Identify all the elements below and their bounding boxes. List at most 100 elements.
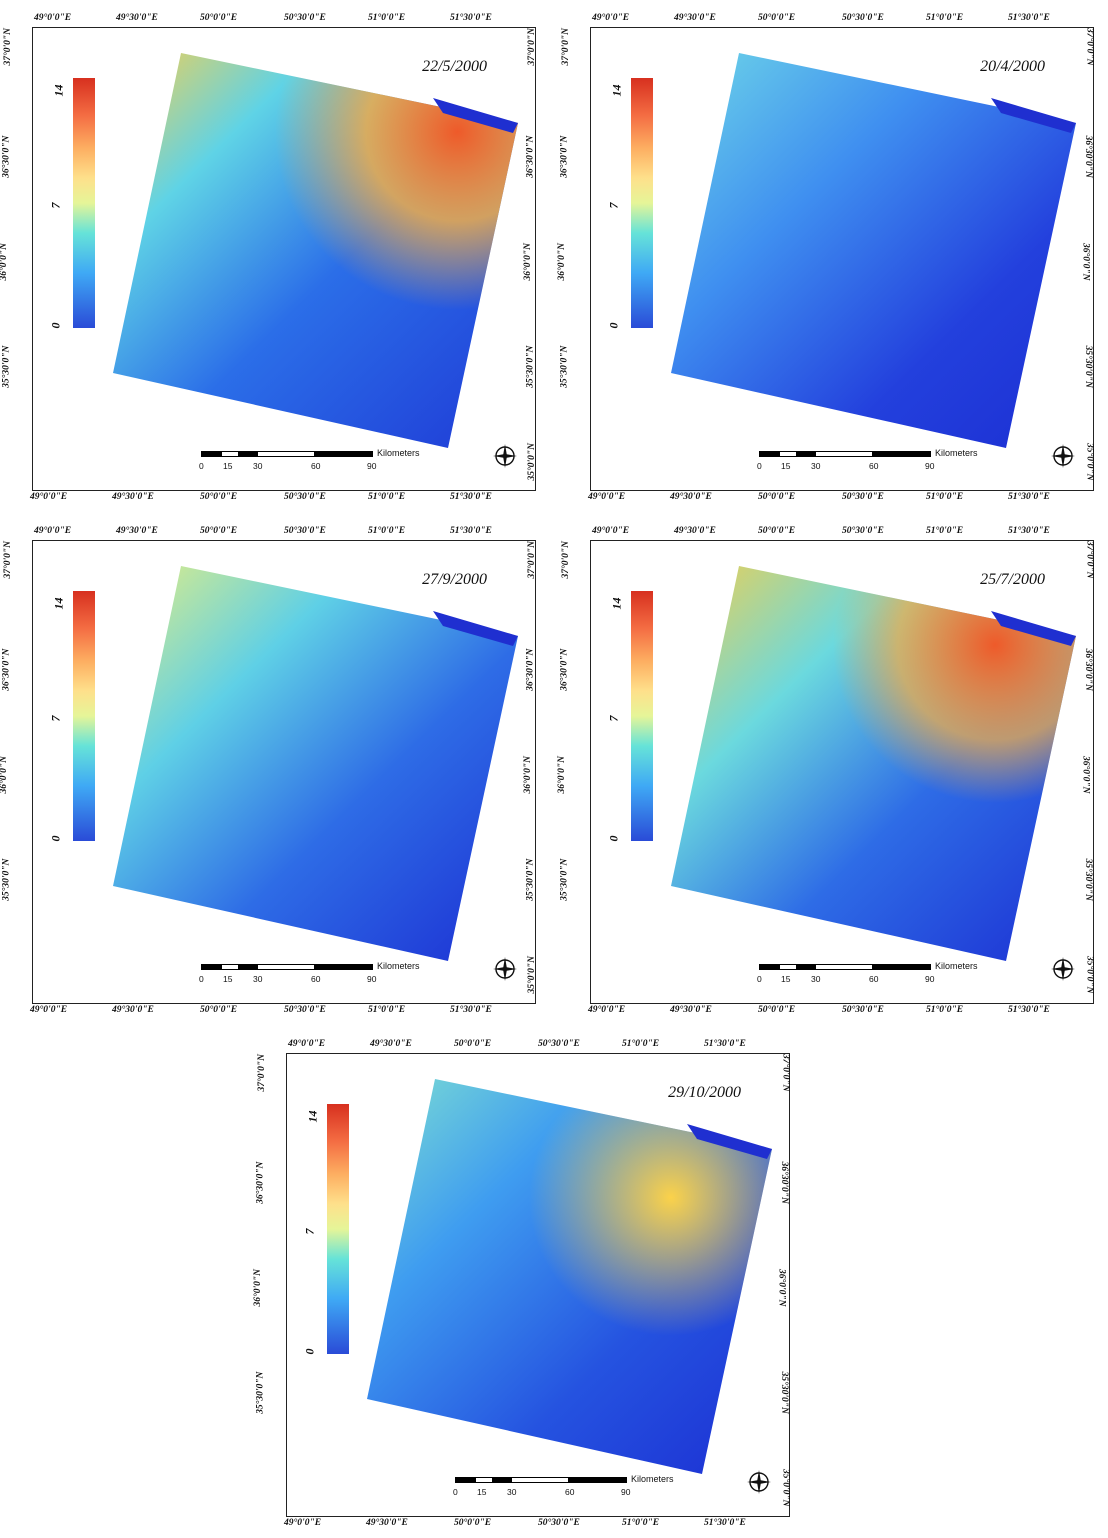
left-tick: 36°30'0"N: [1, 135, 12, 178]
legend-mid: 7: [606, 202, 621, 209]
scale-unit: Kilometers: [935, 961, 978, 971]
right-tick: 35°30'0"N: [1082, 858, 1093, 901]
bottom-tick: 50°0'0"E: [758, 1005, 796, 1015]
top-tick: 51°0'0"E: [368, 13, 406, 23]
bottom-tick: 49°30'0"E: [112, 492, 154, 502]
right-tick: 36°0'0"N: [1080, 242, 1091, 281]
top-tick: 49°30'0"E: [674, 13, 716, 23]
bottom-tick: 50°30'0"E: [538, 1518, 580, 1528]
top-tick: 50°30'0"E: [842, 13, 884, 23]
map-panel-3: 27/9/2000 14 7 0 0 15 30 60 90 Kilometer…: [0, 515, 538, 1014]
right-tick: 35°30'0"N: [525, 345, 536, 388]
bottom-tick: 51°0'0"E: [926, 1005, 964, 1015]
north-arrow-icon: [1051, 444, 1075, 468]
legend-colorbar: [631, 78, 653, 328]
scale-unit: Kilometers: [631, 1474, 674, 1484]
left-tick: 36°0'0"N: [253, 1268, 264, 1307]
legend-min: 0: [48, 322, 63, 329]
map-date: 25/7/2000: [980, 571, 1045, 588]
map-date: 22/5/2000: [422, 58, 487, 75]
map-date: 27/9/2000: [422, 571, 487, 588]
map-frame: 22/5/2000 14 7 0 0 15 30 60 90 Kilometer…: [32, 27, 536, 491]
top-tick: 49°0'0"E: [34, 526, 72, 536]
top-tick: 51°0'0"E: [368, 526, 406, 536]
right-tick: 35°30'0"N: [1082, 345, 1093, 388]
bottom-tick: 50°0'0"E: [200, 492, 238, 502]
right-tick: 36°30'0"N: [778, 1161, 789, 1204]
scale-tick: 15: [781, 974, 791, 984]
top-tick: 51°30'0"E: [450, 526, 492, 536]
legend-min: 0: [606, 322, 621, 329]
bottom-tick: 50°0'0"E: [758, 492, 796, 502]
bottom-tick: 50°0'0"E: [454, 1518, 492, 1528]
top-tick: 50°30'0"E: [538, 1039, 580, 1049]
scale-tick: 30: [253, 974, 263, 984]
bottom-tick: 49°30'0"E: [670, 492, 712, 502]
top-tick: 49°30'0"E: [370, 1039, 412, 1049]
right-tick: 36°0'0"N: [776, 1268, 787, 1307]
top-tick: 50°0'0"E: [758, 13, 796, 23]
top-tick: 49°0'0"E: [592, 13, 630, 23]
right-tick: 36°30'0"N: [525, 648, 536, 691]
heatmap-image: [671, 566, 1076, 961]
scale-tick: 30: [811, 974, 821, 984]
north-arrow-icon: [747, 1470, 771, 1494]
bottom-tick: 50°30'0"E: [842, 492, 884, 502]
map-panel-5: 29/10/2000 14 7 0 0 15 30 60 90 Kilomete…: [253, 1028, 791, 1527]
left-tick: 36°0'0"N: [0, 755, 10, 794]
scale-unit: Kilometers: [935, 448, 978, 458]
top-tick: 50°30'0"E: [842, 526, 884, 536]
map-date: 20/4/2000: [980, 58, 1045, 75]
heatmap-image: [113, 53, 518, 448]
left-tick: 37°0'0"N: [3, 27, 14, 66]
scale-tick: 60: [311, 461, 321, 471]
scale-tick: 90: [367, 461, 377, 471]
scale-tick: 15: [781, 461, 791, 471]
bottom-tick: 51°30'0"E: [1008, 492, 1050, 502]
scale-tick: 0: [757, 461, 762, 471]
bottom-tick: 49°30'0"E: [670, 1005, 712, 1015]
scale-tick: 0: [757, 974, 762, 984]
map-panel-1: 22/5/2000 14 7 0 0 15 30 60 90 Kilometer…: [0, 2, 537, 501]
legend-mid: 7: [48, 202, 63, 209]
bottom-tick: 51°30'0"E: [450, 1005, 492, 1015]
scale-bar: 0 15 30 60 90 Kilometers: [199, 961, 420, 984]
map-frame: 27/9/2000 14 7 0 0 15 30 60 90 Kilometer…: [32, 540, 536, 1004]
top-tick: 51°30'0"E: [704, 1039, 746, 1049]
map-frame: 20/4/2000 14 7 0 0 15 30 60 90 Kilometer…: [590, 27, 1094, 491]
legend-min: 0: [48, 835, 63, 842]
top-tick: 51°0'0"E: [622, 1039, 660, 1049]
top-tick: 51°0'0"E: [926, 526, 964, 536]
top-tick: 49°30'0"E: [674, 526, 716, 536]
right-tick: 36°0'0"N: [523, 755, 534, 794]
left-tick: 37°0'0"N: [257, 1053, 268, 1092]
scale-tick: 90: [925, 974, 935, 984]
scale-unit: Kilometers: [377, 961, 420, 971]
top-tick: 51°30'0"E: [1008, 526, 1050, 536]
left-tick: 35°30'0"N: [559, 858, 570, 901]
scale-tick: 0: [199, 974, 204, 984]
legend-mid: 7: [606, 715, 621, 722]
bottom-tick: 49°0'0"E: [30, 492, 68, 502]
right-tick: 37°0'0"N: [527, 540, 538, 579]
top-tick: 49°0'0"E: [288, 1039, 326, 1049]
bottom-tick: 49°30'0"E: [366, 1518, 408, 1528]
bottom-tick: 51°30'0"E: [1008, 1005, 1050, 1015]
scale-tick: 90: [925, 461, 935, 471]
left-tick: 36°30'0"N: [559, 648, 570, 691]
scale-tick: 30: [811, 461, 821, 471]
legend-min: 0: [302, 1348, 317, 1355]
scale-tick: 90: [621, 1487, 631, 1497]
top-tick: 50°0'0"E: [758, 526, 796, 536]
top-tick: 50°0'0"E: [200, 13, 238, 23]
left-tick: 37°0'0"N: [561, 540, 572, 579]
right-tick: 36°0'0"N: [523, 242, 534, 281]
left-tick: 35°30'0"N: [1, 345, 12, 388]
left-tick: 36°0'0"N: [0, 242, 10, 281]
top-tick: 51°30'0"E: [1008, 13, 1050, 23]
scale-tick: 15: [477, 1487, 487, 1497]
north-arrow-icon: [493, 444, 517, 468]
bottom-tick: 50°30'0"E: [842, 1005, 884, 1015]
scale-tick: 60: [565, 1487, 575, 1497]
scale-bar: 0 15 30 60 90 Kilometers: [453, 1474, 674, 1497]
